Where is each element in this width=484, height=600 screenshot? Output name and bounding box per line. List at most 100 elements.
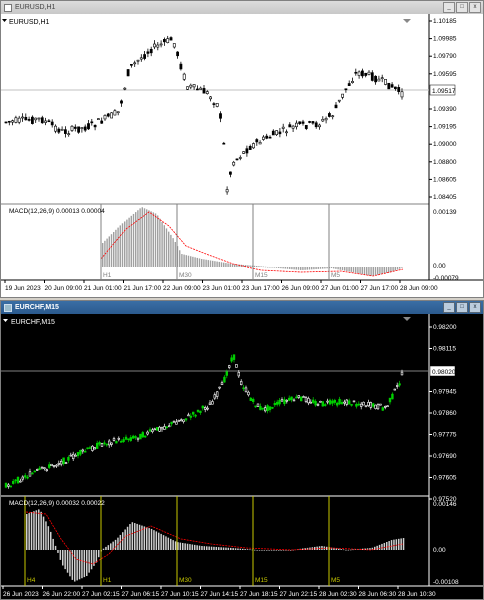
macd-bar	[150, 211, 152, 267]
candle-body	[184, 418, 188, 421]
candle-body	[252, 143, 255, 149]
macd-bar	[162, 535, 165, 550]
candle-body	[367, 402, 370, 406]
macd-bar	[392, 267, 394, 272]
macd-bar	[275, 267, 278, 268]
macd-bar	[319, 267, 322, 269]
macd-bar	[361, 267, 363, 275]
macd-bar	[138, 524, 141, 550]
eurusd-timeframe-separators: H1 M30 M15 M5	[100, 204, 340, 280]
macd-bar	[350, 549, 352, 551]
macd-bar	[117, 537, 119, 550]
candle-body	[295, 396, 298, 399]
candle-body	[393, 86, 397, 90]
price-axis-label: 0.97690	[433, 453, 457, 460]
macd-bar	[203, 259, 205, 267]
candle-body	[110, 442, 113, 445]
candle-body	[254, 405, 257, 408]
macd-bar	[256, 266, 258, 267]
candle-body	[21, 476, 24, 480]
eurchf-title-bar[interactable]: EURCHF,M15 _ □ x	[1, 301, 483, 314]
macd-bar	[203, 546, 206, 550]
close-button[interactable]: x	[469, 302, 481, 313]
candle-body	[105, 443, 109, 446]
macd-bar	[179, 250, 181, 267]
candle-body	[326, 400, 329, 403]
eurusd-chart-window[interactable]: EURUSD,H1 _ □ x EURUSD,H1 H1 M30 M15 M5 MAC…	[0, 0, 484, 298]
macd-bar	[172, 238, 174, 267]
macd-bar	[128, 217, 130, 267]
eurchf-timeframe-separators: H4 H1 M30 M15 M5	[24, 496, 340, 586]
eurusd-title-bar[interactable]: EURUSD,H1 _ □ x	[1, 1, 483, 14]
candle-body	[47, 120, 51, 123]
macd-bar	[220, 547, 222, 550]
candle-body	[57, 463, 61, 465]
candle-body	[76, 452, 80, 457]
macd-bar	[258, 550, 261, 551]
time-axis-label: 28 Jun 02:30	[319, 591, 357, 598]
candle-body	[120, 100, 123, 104]
macd-bar	[340, 549, 342, 550]
eurusd-chart-canvas[interactable]: EURUSD,H1 H1 M30 M15 M5 MACD(12,26,9) 0.000…	[1, 14, 483, 297]
macd-bar	[324, 267, 326, 269]
eurusd-macd-signal	[100, 211, 404, 277]
candle-body	[261, 136, 265, 140]
macd-bar	[247, 265, 249, 267]
candle-body	[357, 403, 360, 406]
candle-body	[331, 115, 335, 118]
candle-body	[311, 399, 315, 403]
macd-bar	[78, 550, 81, 580]
macd-bar	[26, 514, 28, 550]
candle-body	[344, 88, 348, 91]
price-axis-label: 0.97520	[433, 496, 457, 503]
candle-body	[379, 403, 382, 406]
macd-bar	[76, 550, 78, 581]
candle-body	[179, 63, 183, 70]
minimize-button[interactable]: _	[443, 2, 455, 13]
macd-bar	[113, 232, 115, 267]
macd-bar	[165, 228, 168, 267]
candle-body	[11, 120, 15, 123]
eurchf-time-axis: 26 Jun 2023 26 Jun 22:00 27 Jun 02:15 27 Ju…	[2, 586, 436, 598]
macd-bar	[284, 267, 286, 269]
current-price-marker	[429, 84, 456, 96]
candle-body	[16, 476, 20, 484]
macd-bar	[304, 548, 306, 550]
candle-body	[340, 402, 344, 405]
time-axis-label: 27 Jun 01:00	[321, 285, 359, 292]
maximize-button[interactable]: □	[456, 302, 468, 313]
candle-body	[60, 129, 64, 131]
candle-body	[393, 388, 396, 391]
macd-bar	[143, 526, 146, 550]
candle-body	[70, 125, 74, 131]
minimize-button[interactable]: _	[443, 302, 455, 313]
eurchf-chart-canvas[interactable]: EURCHF,M15 H4 H1 M30 M15 M5 MACD(12,26,9) 0.…	[1, 314, 483, 599]
macd-bar	[369, 548, 371, 550]
candle-body	[360, 70, 364, 77]
macd-bar	[98, 550, 100, 558]
macd-bar	[383, 542, 386, 550]
macd-bar	[371, 547, 374, 550]
macd-bar	[158, 532, 160, 550]
macd-bar	[95, 550, 98, 563]
close-button[interactable]: x	[469, 2, 481, 13]
macd-bar	[354, 549, 357, 550]
candle-body	[199, 410, 202, 413]
macd-bar	[271, 267, 273, 268]
macd-bar	[137, 210, 139, 267]
candle-body	[33, 470, 37, 473]
macd-bar	[401, 267, 403, 268]
macd-bar	[355, 267, 357, 273]
candle-body	[298, 121, 302, 124]
candle-body	[213, 394, 216, 399]
eurusd-price-axis: 1.10185 1.09985 1.09790 1.09595 1.09390 1.091…	[429, 18, 457, 201]
eurchf-chart-window[interactable]: EURCHF,M15 _ □ x EURCHF,M15 H4 H1 M30 M15 M5…	[0, 300, 484, 600]
macd-bar	[357, 267, 359, 274]
candle-body	[81, 449, 85, 452]
macd-bar	[64, 550, 66, 570]
eurusd-time-axis: 19 Jun 2023 20 Jun 09:00 21 Jun 01:00 21 Ju…	[4, 280, 438, 292]
macd-bar	[108, 236, 110, 267]
candle-body	[374, 75, 378, 83]
macd-bar	[258, 266, 260, 267]
maximize-button[interactable]: □	[456, 2, 468, 13]
